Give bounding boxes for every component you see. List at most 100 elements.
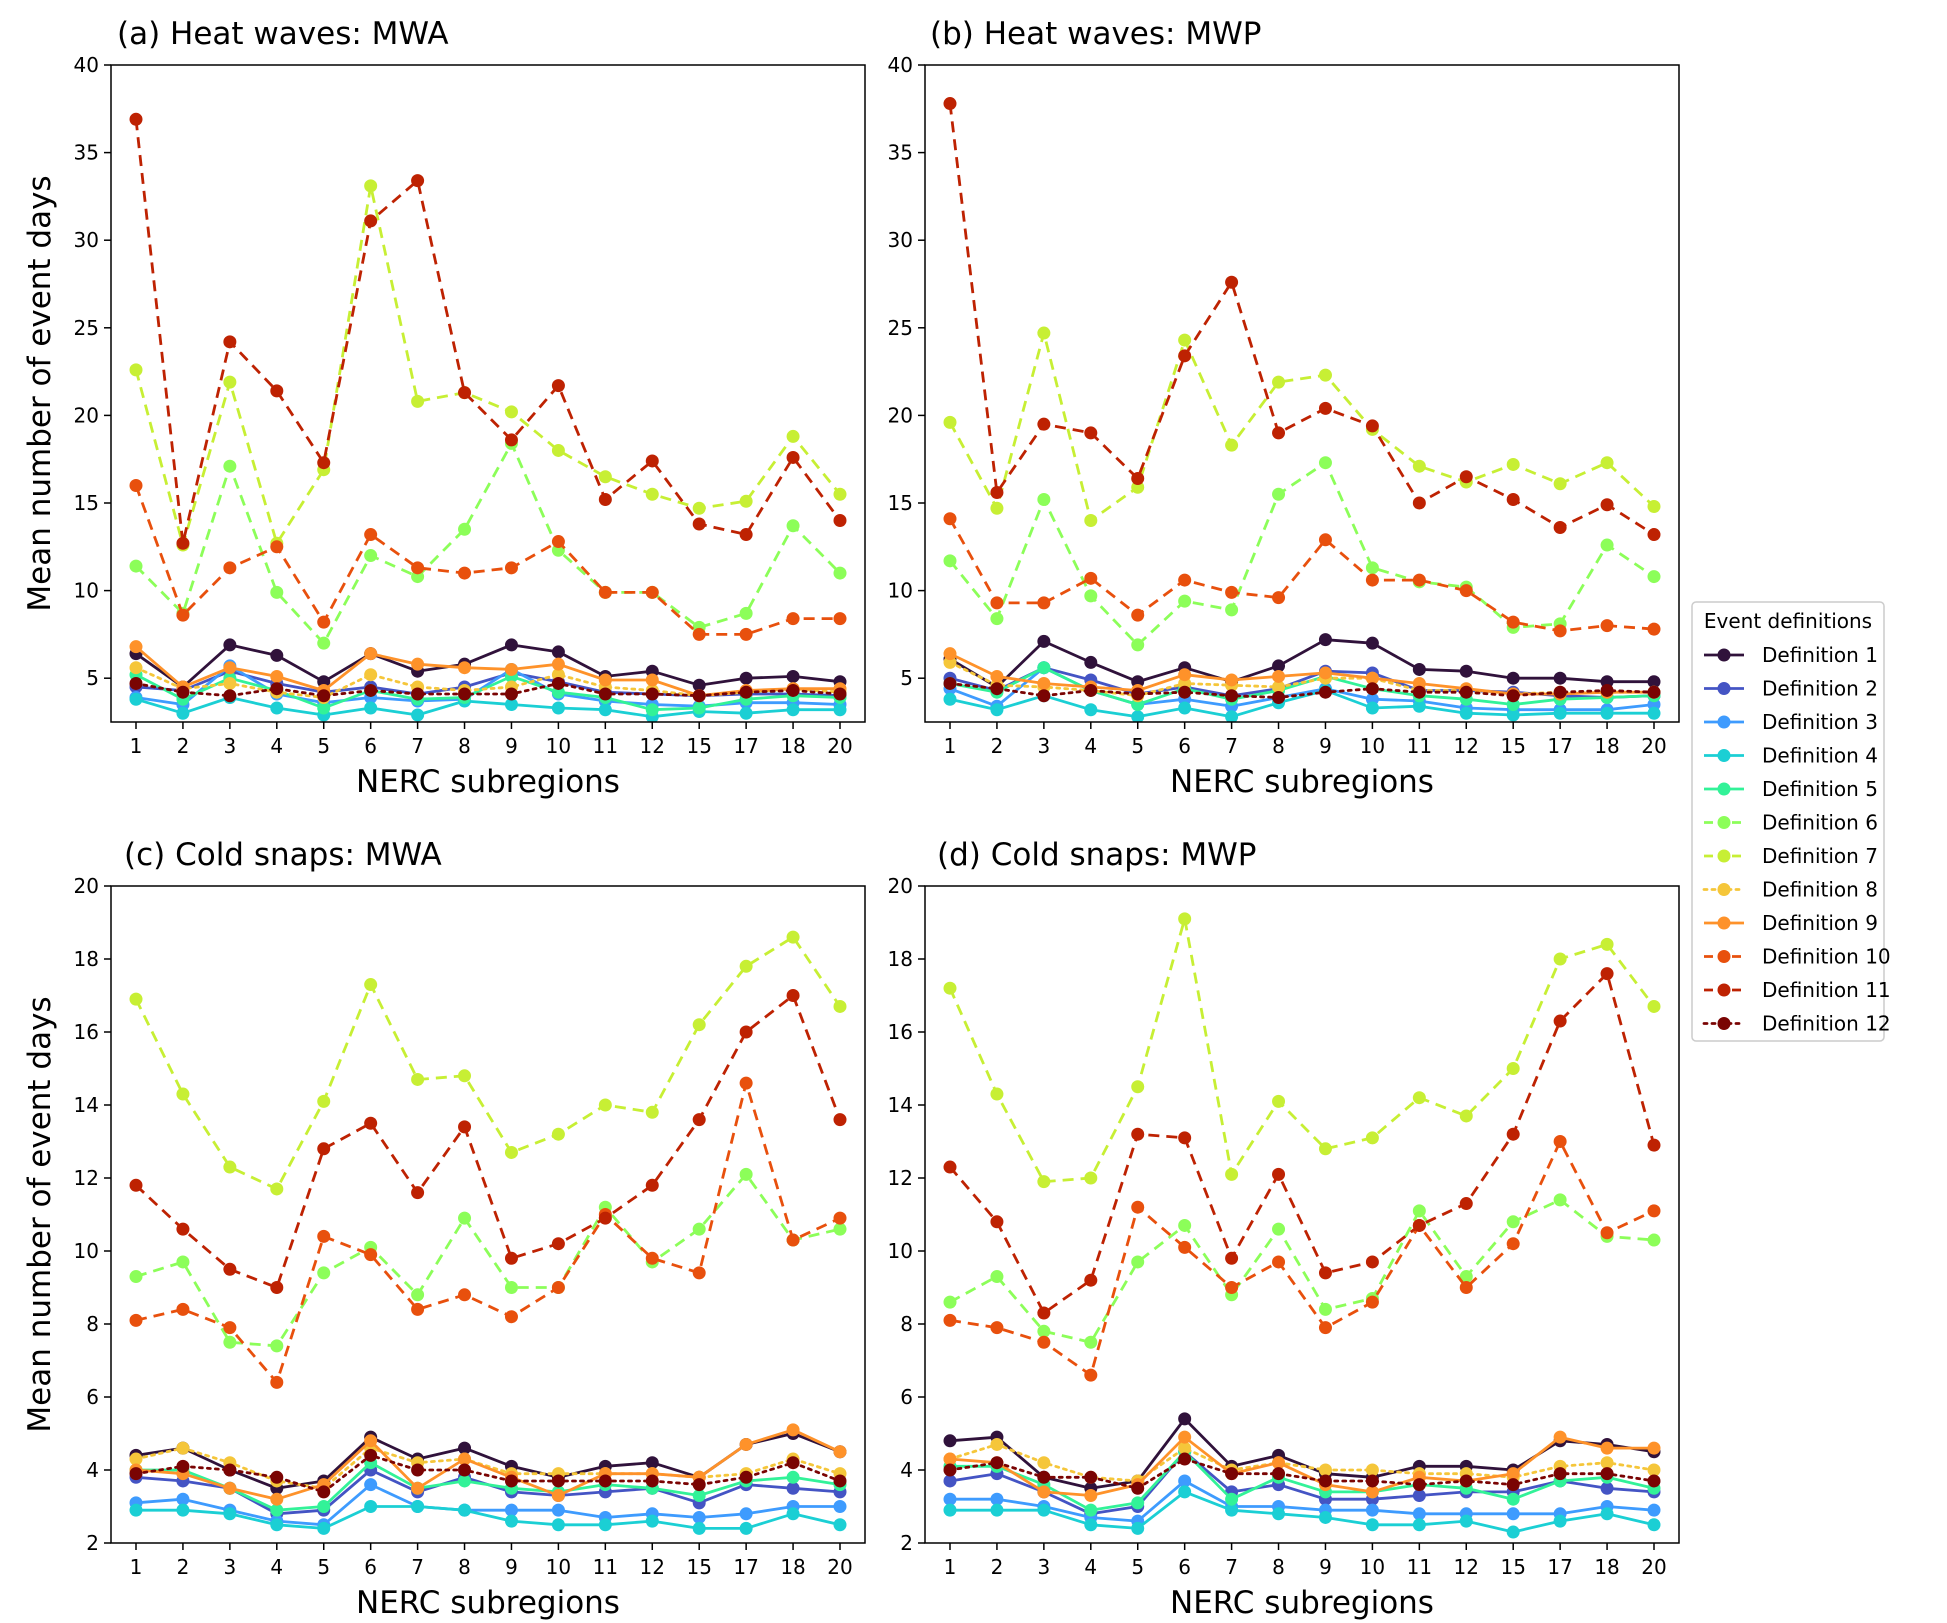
legend-item: Definition 9 [1704,911,1878,935]
legend-marker [1717,883,1731,896]
x-tick-label: 1 [130,1555,143,1579]
data-point [317,1142,331,1156]
data-point [1459,1514,1473,1528]
plot-frame [110,885,866,1544]
data-point [943,415,957,429]
data-point [1318,633,1332,647]
x-tick-label: 6 [364,1555,377,1579]
data-point [1459,1109,1473,1123]
data-point [1037,676,1051,690]
x-tick-label: 4 [270,1555,283,1579]
data-point [458,566,472,580]
data-point [990,682,1004,696]
data-point [1506,1127,1520,1141]
y-tick-label: 5 [900,666,913,690]
y-tick-label: 18 [888,947,913,971]
data-point [223,689,237,703]
data-point [1506,1478,1520,1492]
series-line [136,1461,841,1512]
series-line [950,1490,1655,1534]
data-point [504,433,518,447]
x-tick-label: 6 [1178,1555,1191,1579]
data-point [1600,498,1614,512]
data-point [692,1018,706,1032]
data-point [504,1251,518,1265]
data-point [1131,1481,1145,1495]
data-point [645,1105,659,1119]
data-point [411,1481,425,1495]
data-point [1272,1094,1286,1108]
data-point [1037,1335,1051,1349]
data-point [1084,655,1098,669]
data-point [1084,1368,1098,1382]
data-point [176,1441,190,1455]
x-tick-label: 2 [991,734,1004,758]
x-tick-label: 7 [1225,734,1238,758]
x-tick-label: 18 [1594,1555,1619,1579]
data-point [551,1503,565,1517]
data-point [786,450,800,464]
data-point [129,1503,143,1517]
chart-title: (a) Heat waves: MWA [117,16,449,52]
x-tick-label: 15 [686,1555,711,1579]
data-point [1037,492,1051,506]
data-point [692,1489,706,1503]
data-point [692,678,706,692]
data-point [1318,401,1332,415]
data-point [833,1113,847,1127]
data-point [176,1302,190,1316]
data-point [270,1518,284,1532]
data-point [692,1510,706,1524]
data-point [1084,426,1098,440]
data-point [833,1500,847,1513]
data-point [1225,689,1239,703]
legend-item: Definition 11 [1704,978,1891,1002]
legend-marker [1717,749,1731,762]
series-7 [129,179,847,552]
legend-label: Definition 2 [1762,677,1878,701]
data-point [458,386,472,400]
data-point [317,1094,331,1108]
series-11 [943,97,1661,542]
data-point [990,1087,1004,1101]
plot-area [129,930,847,1535]
data-point [692,1222,706,1236]
data-point [739,671,753,685]
data-point [411,1463,425,1477]
y-tick-label: 40 [888,53,913,77]
data-point [943,97,957,111]
data-point [223,676,237,690]
data-point [1037,1485,1051,1499]
data-point [270,1492,284,1506]
data-point [833,1222,847,1236]
data-point [1178,594,1192,608]
y-tick-label: 8 [86,1312,99,1336]
y-tick-label: 10 [74,579,99,603]
data-point [1647,999,1661,1013]
series-12 [129,1448,847,1499]
data-point [1412,1091,1426,1105]
x-tick-label: 9 [505,1555,518,1579]
data-point [943,676,957,690]
data-point [504,1281,518,1294]
data-point [411,1072,425,1086]
legend-marker [1717,950,1731,963]
legend-marker [1717,983,1731,997]
data-point [1225,438,1239,452]
data-point [1412,662,1426,676]
series-line [135,1081,841,1384]
data-point [364,1434,378,1448]
y-tick-label: 15 [74,491,99,515]
y-tick-label: 40 [74,53,99,77]
data-point [1365,1295,1379,1309]
data-point [1131,471,1145,485]
data-point [270,384,284,398]
data-point [1131,687,1145,701]
data-point [1084,683,1098,697]
data-point [1272,1456,1286,1470]
data-point [1553,671,1567,685]
data-point [1318,368,1332,382]
data-point [943,647,957,661]
y-tick-label: 8 [900,1312,913,1336]
data-point [223,1160,237,1174]
